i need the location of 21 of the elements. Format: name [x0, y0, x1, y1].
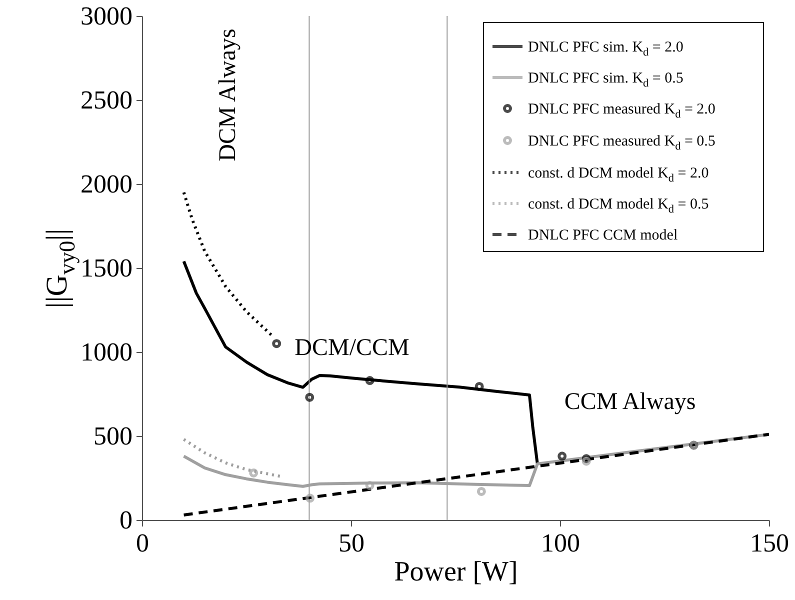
x-tick-label: 100 [541, 528, 580, 558]
y-tick-label: 2500 [80, 86, 132, 114]
y-tick-label: 1000 [80, 338, 132, 366]
legend-label: DNLC PFC sim. K$_{d}$ = 0.5 [528, 70, 684, 90]
x-tick-label: 150 [750, 528, 789, 558]
y-tick-label: 0 [120, 506, 132, 534]
legend-label: const. d DCM model K$_{d}$ = 2.0 [528, 166, 709, 184]
x-axis-title: Power [W] [394, 556, 518, 588]
x-tick-label: 50 [338, 528, 364, 558]
legend-label: DNLC PFC measured K$_{d}$ = 2.0 [528, 102, 716, 120]
y-tick-label: 3000 [80, 2, 132, 30]
annotation: DCM/CCM [294, 335, 410, 361]
legend-label: DNLC PFC sim. K$_{d}$ = 2.0 [528, 40, 684, 58]
legend-label: DNLC PFC CCM model [528, 228, 678, 244]
legend-label: DNLC PFC measured K$_{d}$ = 0.5 [528, 134, 716, 152]
y-tick-label: 500 [94, 422, 132, 450]
y-tick-label: 1500 [80, 254, 132, 282]
annotation: CCM Always [564, 389, 696, 415]
y-tick-label: 2000 [80, 170, 132, 198]
annotation: DCM Always [215, 28, 241, 162]
legend-label: const. d DCM model K$_{d}$ = 0.5 [528, 196, 709, 216]
